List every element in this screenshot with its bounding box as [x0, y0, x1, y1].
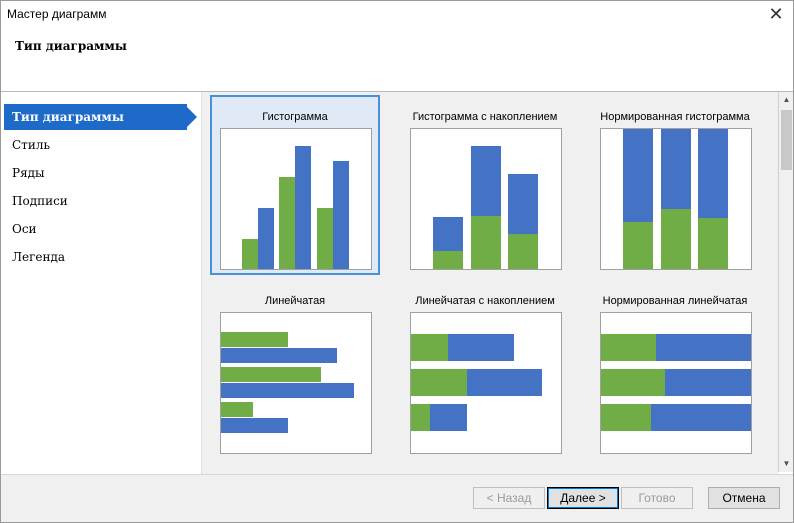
thumbnail-bar	[698, 218, 728, 269]
close-icon[interactable]: ✕	[768, 4, 784, 24]
sidebar-item-chart-type[interactable]: Тип диаграммы	[4, 104, 197, 130]
back-button[interactable]: < Назад	[473, 487, 545, 509]
stacked-bar-thumbnail	[410, 312, 562, 454]
thumbnail-bar	[467, 369, 542, 396]
thumbnail-bar	[601, 334, 656, 361]
chart-type-label: Нормированная линейчатая	[602, 295, 748, 307]
thumbnail-bar	[258, 208, 274, 269]
thumbnail-bar	[623, 222, 653, 269]
header-divider	[1, 91, 793, 92]
title-bar: Мастер диаграмм ✕	[1, 1, 793, 29]
clustered-bar-thumbnail	[220, 312, 372, 454]
100-stacked-column-thumbnail	[600, 128, 752, 270]
thumbnail-bar	[471, 216, 501, 269]
chart-type-label: Линейчатая с накоплением	[415, 295, 555, 307]
thumbnail-bar	[430, 404, 467, 431]
thumbnail-bar	[665, 369, 751, 396]
thumbnail-bar	[221, 402, 253, 417]
window-title: Мастер диаграмм	[7, 7, 107, 21]
thumbnail-bar	[221, 332, 288, 347]
thumbnail-bar	[661, 209, 691, 269]
thumbnail-bar	[601, 369, 665, 396]
thumbnail-bar	[698, 129, 728, 218]
chart-type-label: Гистограмма с накоплением	[412, 111, 558, 123]
chart-type-100-stacked-bar[interactable]: Нормированная линейчатая	[590, 282, 760, 462]
vertical-scrollbar[interactable]: ▲ ▼	[778, 92, 793, 472]
chart-type-label: Гистограмма	[262, 111, 328, 123]
dialog-footer: < Назад Далее > Готово Отмена	[1, 474, 793, 522]
thumbnail-bar	[508, 174, 538, 234]
page-heading: Тип диаграммы	[15, 39, 127, 53]
thumbnail-bar	[448, 334, 514, 361]
thumbnail-bar	[651, 404, 751, 431]
thumbnail-bar	[242, 239, 258, 269]
chart-type-label: Нормированная гистограмма	[600, 111, 750, 123]
chart-type-gallery: Гистограмма Гистограмма с накоплением	[201, 92, 778, 474]
scrollbar-thumb[interactable]	[781, 110, 792, 170]
thumbnail-bar	[411, 404, 430, 431]
sidebar-item-axes[interactable]: Оси	[12, 222, 37, 236]
next-button[interactable]: Далее >	[547, 487, 619, 509]
chart-type-stacked-bar[interactable]: Линейчатая с накоплением	[400, 282, 570, 462]
clustered-column-thumbnail	[220, 128, 372, 270]
sidebar-item-labels[interactable]: Подписи	[12, 194, 68, 208]
scroll-up-icon[interactable]: ▲	[782, 95, 791, 104]
finish-button[interactable]: Готово	[621, 487, 693, 509]
chart-type-label: Линейчатая	[264, 295, 326, 307]
thumbnail-bar	[433, 251, 463, 269]
cancel-button[interactable]: Отмена	[708, 487, 780, 509]
thumbnail-bar	[333, 161, 349, 269]
chart-type-100-stacked-column[interactable]: Нормированная гистограмма	[590, 95, 760, 275]
thumbnail-bar	[411, 369, 467, 396]
chart-type-clustered-bar[interactable]: Линейчатая	[210, 282, 380, 462]
thumbnail-bar	[221, 367, 321, 382]
thumbnail-bar	[601, 404, 651, 431]
thumbnail-bar	[471, 146, 501, 216]
thumbnail-bar	[508, 234, 538, 269]
thumbnail-bar	[295, 146, 311, 269]
thumbnail-bar	[317, 208, 333, 269]
thumbnail-bar	[656, 334, 751, 361]
thumbnail-bar	[661, 129, 691, 209]
thumbnail-bar	[221, 383, 354, 398]
thumbnail-bar	[411, 334, 448, 361]
sidebar-item-legend[interactable]: Легенда	[12, 250, 66, 264]
thumbnail-bar	[623, 129, 653, 222]
chart-type-clustered-column[interactable]: Гистограмма	[210, 95, 380, 275]
100-stacked-bar-thumbnail	[600, 312, 752, 454]
thumbnail-bar	[221, 348, 337, 363]
sidebar-item-series[interactable]: Ряды	[12, 166, 45, 180]
scroll-down-icon[interactable]: ▼	[782, 459, 791, 468]
thumbnail-bar	[279, 177, 295, 269]
thumbnail-bar	[221, 418, 288, 433]
stacked-column-thumbnail	[410, 128, 562, 270]
chart-type-stacked-column[interactable]: Гистограмма с накоплением	[400, 95, 570, 275]
wizard-steps-sidebar: Тип диаграммы Стиль Ряды Подписи Оси Лег…	[1, 92, 201, 474]
sidebar-item-style[interactable]: Стиль	[12, 138, 50, 152]
thumbnail-bar	[433, 217, 463, 251]
